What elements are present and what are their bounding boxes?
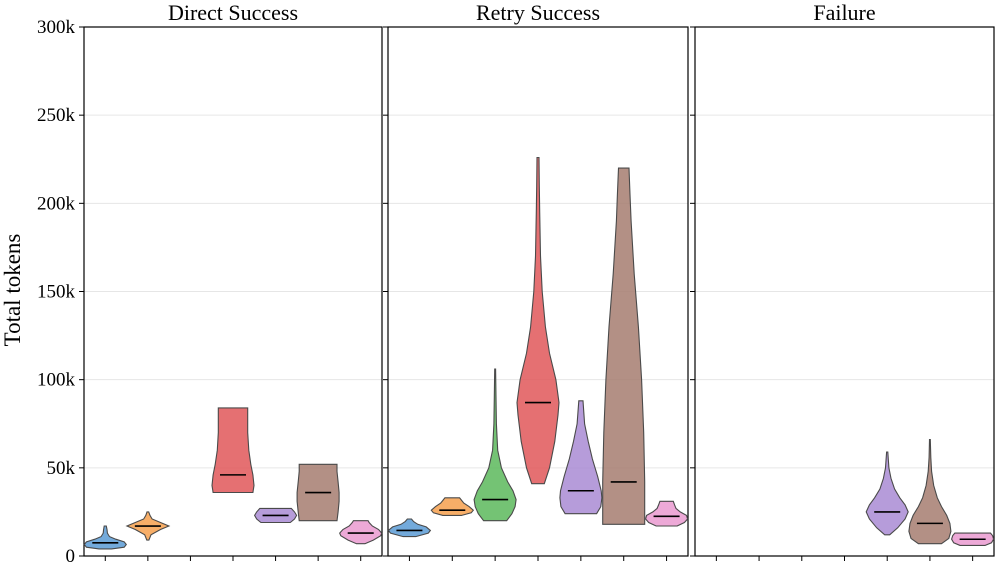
violin-slot-7 [339,520,383,545]
panel-title: Direct Success [168,0,298,25]
y-axis-title: Total tokens [0,234,25,347]
y-tick-label: 0 [66,546,76,567]
y-tick-label: 50k [47,458,76,479]
y-tick-label: 300k [37,17,76,38]
violin-slot-3 [473,368,517,522]
violin-slot-1 [83,525,128,550]
violin-slot-2 [430,497,475,516]
violin-slot-5 [865,451,909,536]
panel-3: Failure [690,0,995,561]
violin-slot-4 [516,156,560,485]
violin-slot-5 [559,400,603,515]
violin-slot-1 [387,518,432,538]
y-tick-label: 200k [37,193,76,214]
y-tick-label: 150k [37,282,76,303]
panel-1: Direct Success 0 50k 100k 150k 200k 250k 300k [37,0,383,567]
violin-slot-7 [644,500,689,527]
y-tick-label: 250k [37,105,76,126]
panel-title: Failure [813,0,875,25]
y-tick-label: 100k [37,370,76,391]
violin-slot-4 [211,407,255,494]
panel-2: Retry Success [383,0,689,561]
violin-slot-6 [908,439,952,545]
violin-slot-6 [602,167,646,525]
panel-title: Retry Success [476,0,600,25]
